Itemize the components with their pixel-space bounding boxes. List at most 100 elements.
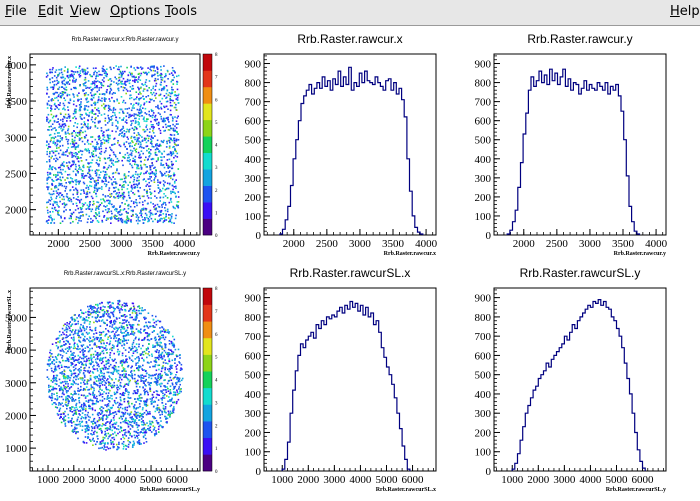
2d-rawcur-cell (63, 154, 65, 156)
2d-rawcur-cell (149, 165, 151, 167)
2d-rawcur-cell (88, 148, 90, 150)
2d-rawcursl-cell (153, 319, 155, 321)
2d-rawcur-cell (106, 89, 108, 91)
2d-rawcur-cell (73, 100, 75, 102)
2d-rawcursl-cell (178, 386, 180, 388)
2d-rawcur-cell (134, 139, 136, 141)
2d-rawcur-cell (143, 222, 145, 224)
2d-rawcursl-cell (61, 382, 63, 384)
2d-rawcur-cell (176, 109, 178, 111)
2d-rawcur-cell (80, 216, 82, 218)
2d-rawcursl-cell (137, 383, 139, 385)
menu-edit[interactable]: Edit (38, 4, 63, 19)
2d-rawcursl-cell (77, 438, 79, 440)
2d-rawcur-cell (90, 175, 92, 177)
2d-rawcursl-cell (158, 426, 160, 428)
2d-rawcur-cell (59, 141, 61, 143)
2d-rawcursl-cell (157, 404, 159, 406)
2d-rawcur-cell (151, 124, 153, 126)
2d-rawcur-cell (134, 136, 136, 138)
2d-rawcursl-cell (153, 406, 155, 408)
2d-rawcursl-cell (127, 332, 129, 334)
2d-rawcur-cell (104, 183, 106, 185)
2d-rawcur-cell (72, 139, 74, 141)
menu-file[interactable]: File (5, 4, 27, 19)
2d-rawcur-cell (163, 184, 165, 186)
2d-rawcursl-cell (66, 331, 68, 333)
2d-rawcur-cell (97, 127, 99, 129)
2d-rawcur-cell (47, 212, 49, 214)
2d-rawcursl-cell (136, 357, 138, 359)
2d-rawcur-cell (142, 96, 144, 98)
2d-rawcur-cell (49, 69, 51, 71)
2d-rawcur-cell (123, 184, 125, 186)
2d-rawcur-cell (121, 86, 123, 88)
2d-rawcur-cell (154, 70, 156, 72)
2d-rawcur-cell (104, 140, 106, 142)
2d-rawcur-cell (88, 101, 90, 103)
2d-rawcur-cell (155, 174, 157, 176)
menu-help[interactable]: Help (670, 4, 700, 19)
2d-rawcur-cell (96, 85, 98, 87)
2d-rawcur-cell (58, 88, 60, 90)
2d-rawcur-cell (155, 154, 157, 156)
2d-rawcursl-cell (158, 431, 160, 433)
2d-rawcur-cell (174, 138, 176, 140)
2d-rawcur-cell (73, 96, 75, 98)
2d-rawcur-cell (54, 144, 56, 146)
2d-rawcur-cell (59, 102, 61, 104)
2d-rawcur-cell (138, 182, 140, 184)
2d-rawcur-cell (148, 72, 150, 74)
2d-rawcur-cell (143, 72, 145, 74)
2d-rawcur-cell (153, 173, 155, 175)
2d-rawcur-cell (173, 77, 175, 79)
2d-rawcursl-cell (49, 352, 51, 354)
2d-rawcur-cell (105, 206, 107, 208)
2d-rawcur-cell (154, 119, 156, 121)
2d-rawcur-cell (135, 69, 137, 71)
2d-rawcursl-cell (63, 325, 65, 327)
2d-rawcur-cell (144, 102, 146, 104)
2d-rawcur-cell (74, 122, 76, 124)
2d-rawcursl-cell (161, 414, 163, 416)
2d-rawcursl-cell (70, 362, 72, 364)
2d-rawcur-cell (93, 191, 95, 193)
2d-rawcur-cell (128, 160, 130, 162)
2d-rawcur-cell (67, 143, 69, 145)
2d-rawcur-cell (116, 183, 118, 185)
2d-rawcur-cell (127, 112, 129, 114)
2d-rawcur-cell (153, 132, 155, 134)
2d-rawcursl-cell (134, 404, 136, 406)
menu-options[interactable]: Options (110, 4, 160, 19)
2d-rawcur-cell (76, 158, 78, 160)
2d-rawcur-cell (156, 123, 158, 125)
2d-rawcursl-cell (103, 353, 105, 355)
2d-rawcur-cell (135, 143, 137, 145)
2d-rawcursl-cell (103, 424, 105, 426)
2d-rawcur-cell (156, 161, 158, 163)
2d-rawcur-cell (91, 89, 93, 91)
2d-rawcur-cell (160, 94, 162, 96)
2d-rawcursl-cell (102, 420, 104, 422)
2d-rawcur-cell (127, 79, 129, 81)
2d-rawcur-cell (123, 144, 125, 146)
2d-rawcur-cell (169, 98, 171, 100)
2d-rawcursl-cell (77, 323, 79, 325)
2d-rawcur-cell (52, 67, 54, 69)
2d-rawcursl-cell (75, 412, 77, 414)
2d-rawcur-cell (59, 87, 61, 89)
menu-view[interactable]: View (70, 4, 101, 19)
2d-rawcur-cell (99, 93, 101, 95)
2d-rawcur-cell (58, 69, 60, 71)
2d-rawcursl-cell (99, 383, 101, 385)
2d-rawcur-cell (67, 106, 69, 108)
2d-rawcursl-cell (125, 373, 127, 375)
2d-rawcursl-cell (128, 446, 130, 448)
2d-rawcursl-cell (48, 387, 50, 389)
2d-rawcur-cell (148, 135, 150, 137)
2d-rawcur-cell (106, 91, 108, 93)
menu-tools[interactable]: Tools (165, 4, 197, 19)
2d-rawcur-cell (163, 185, 165, 187)
2d-rawcur-cell (53, 193, 55, 195)
